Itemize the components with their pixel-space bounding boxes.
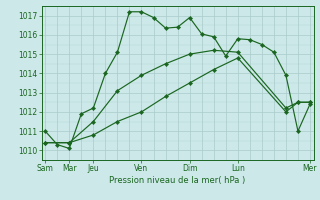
X-axis label: Pression niveau de la mer( hPa ): Pression niveau de la mer( hPa ) — [109, 176, 246, 185]
